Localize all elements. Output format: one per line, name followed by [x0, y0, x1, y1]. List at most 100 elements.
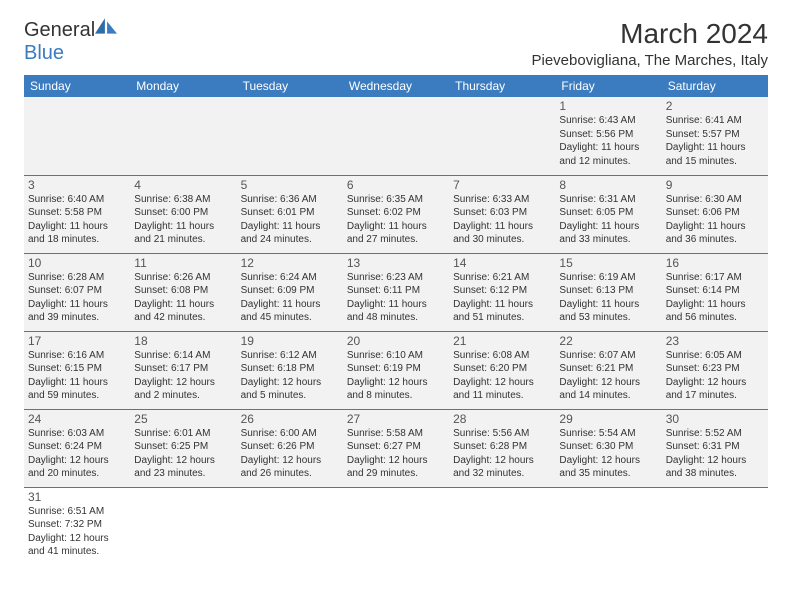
day-cell: 1Sunrise: 6:43 AMSunset: 5:56 PMDaylight…	[555, 97, 661, 175]
day-number: 9	[666, 178, 764, 192]
day-cell: 9Sunrise: 6:30 AMSunset: 6:06 PMDaylight…	[662, 175, 768, 253]
day-info: Sunrise: 5:58 AMSunset: 6:27 PMDaylight:…	[347, 427, 445, 481]
day-number: 22	[559, 334, 657, 348]
empty-cell	[237, 487, 343, 565]
location: Pievebovigliana, The Marches, Italy	[531, 52, 768, 69]
day-number: 10	[28, 256, 126, 270]
day-number: 6	[347, 178, 445, 192]
day-info: Sunrise: 6:07 AMSunset: 6:21 PMDaylight:…	[559, 349, 657, 403]
day-cell: 5Sunrise: 6:36 AMSunset: 6:01 PMDaylight…	[237, 175, 343, 253]
logo-sail-icon	[95, 18, 117, 36]
day-info: Sunrise: 5:56 AMSunset: 6:28 PMDaylight:…	[453, 427, 551, 481]
calendar-row: 17Sunrise: 6:16 AMSunset: 6:15 PMDayligh…	[24, 331, 768, 409]
day-info: Sunrise: 6:01 AMSunset: 6:25 PMDaylight:…	[134, 427, 232, 481]
day-info: Sunrise: 6:12 AMSunset: 6:18 PMDaylight:…	[241, 349, 339, 403]
day-cell: 20Sunrise: 6:10 AMSunset: 6:19 PMDayligh…	[343, 331, 449, 409]
title-block: March 2024 Pievebovigliana, The Marches,…	[531, 18, 768, 69]
day-info: Sunrise: 6:35 AMSunset: 6:02 PMDaylight:…	[347, 193, 445, 247]
day-info: Sunrise: 6:33 AMSunset: 6:03 PMDaylight:…	[453, 193, 551, 247]
weekday-header: Friday	[555, 75, 661, 97]
day-number: 14	[453, 256, 551, 270]
day-info: Sunrise: 6:40 AMSunset: 5:58 PMDaylight:…	[28, 193, 126, 247]
day-info: Sunrise: 6:17 AMSunset: 6:14 PMDaylight:…	[666, 271, 764, 325]
day-number: 28	[453, 412, 551, 426]
day-cell: 10Sunrise: 6:28 AMSunset: 6:07 PMDayligh…	[24, 253, 130, 331]
day-info: Sunrise: 6:28 AMSunset: 6:07 PMDaylight:…	[28, 271, 126, 325]
empty-cell	[343, 487, 449, 565]
day-info: Sunrise: 6:24 AMSunset: 6:09 PMDaylight:…	[241, 271, 339, 325]
day-info: Sunrise: 6:14 AMSunset: 6:17 PMDaylight:…	[134, 349, 232, 403]
day-number: 7	[453, 178, 551, 192]
logo-text-blue: Blue	[24, 42, 64, 64]
calendar-row: 3Sunrise: 6:40 AMSunset: 5:58 PMDaylight…	[24, 175, 768, 253]
day-cell: 28Sunrise: 5:56 AMSunset: 6:28 PMDayligh…	[449, 409, 555, 487]
day-cell: 26Sunrise: 6:00 AMSunset: 6:26 PMDayligh…	[237, 409, 343, 487]
empty-cell	[662, 487, 768, 565]
day-info: Sunrise: 6:21 AMSunset: 6:12 PMDaylight:…	[453, 271, 551, 325]
day-cell: 24Sunrise: 6:03 AMSunset: 6:24 PMDayligh…	[24, 409, 130, 487]
day-info: Sunrise: 6:43 AMSunset: 5:56 PMDaylight:…	[559, 114, 657, 168]
day-cell: 7Sunrise: 6:33 AMSunset: 6:03 PMDaylight…	[449, 175, 555, 253]
calendar-row: 10Sunrise: 6:28 AMSunset: 6:07 PMDayligh…	[24, 253, 768, 331]
day-number: 24	[28, 412, 126, 426]
weekday-header: Saturday	[662, 75, 768, 97]
day-info: Sunrise: 6:26 AMSunset: 6:08 PMDaylight:…	[134, 271, 232, 325]
day-cell: 14Sunrise: 6:21 AMSunset: 6:12 PMDayligh…	[449, 253, 555, 331]
day-info: Sunrise: 6:36 AMSunset: 6:01 PMDaylight:…	[241, 193, 339, 247]
calendar-table: SundayMondayTuesdayWednesdayThursdayFrid…	[24, 75, 768, 565]
weekday-header: Thursday	[449, 75, 555, 97]
day-number: 8	[559, 178, 657, 192]
calendar-row: 24Sunrise: 6:03 AMSunset: 6:24 PMDayligh…	[24, 409, 768, 487]
day-number: 20	[347, 334, 445, 348]
day-info: Sunrise: 6:00 AMSunset: 6:26 PMDaylight:…	[241, 427, 339, 481]
day-number: 17	[28, 334, 126, 348]
day-info: Sunrise: 6:51 AMSunset: 7:32 PMDaylight:…	[28, 505, 126, 559]
day-number: 29	[559, 412, 657, 426]
day-number: 25	[134, 412, 232, 426]
day-number: 2	[666, 99, 764, 113]
day-info: Sunrise: 6:16 AMSunset: 6:15 PMDaylight:…	[28, 349, 126, 403]
weekday-header: Wednesday	[343, 75, 449, 97]
day-info: Sunrise: 5:52 AMSunset: 6:31 PMDaylight:…	[666, 427, 764, 481]
day-cell: 17Sunrise: 6:16 AMSunset: 6:15 PMDayligh…	[24, 331, 130, 409]
weekday-row: SundayMondayTuesdayWednesdayThursdayFrid…	[24, 75, 768, 97]
day-info: Sunrise: 6:19 AMSunset: 6:13 PMDaylight:…	[559, 271, 657, 325]
day-info: Sunrise: 6:30 AMSunset: 6:06 PMDaylight:…	[666, 193, 764, 247]
day-number: 23	[666, 334, 764, 348]
day-cell: 16Sunrise: 6:17 AMSunset: 6:14 PMDayligh…	[662, 253, 768, 331]
day-number: 19	[241, 334, 339, 348]
day-number: 26	[241, 412, 339, 426]
day-number: 11	[134, 256, 232, 270]
day-info: Sunrise: 6:38 AMSunset: 6:00 PMDaylight:…	[134, 193, 232, 247]
day-number: 13	[347, 256, 445, 270]
day-cell: 22Sunrise: 6:07 AMSunset: 6:21 PMDayligh…	[555, 331, 661, 409]
calendar-row: 1Sunrise: 6:43 AMSunset: 5:56 PMDaylight…	[24, 97, 768, 175]
month-title: March 2024	[531, 18, 768, 50]
day-cell: 13Sunrise: 6:23 AMSunset: 6:11 PMDayligh…	[343, 253, 449, 331]
day-cell: 8Sunrise: 6:31 AMSunset: 6:05 PMDaylight…	[555, 175, 661, 253]
empty-cell	[130, 487, 236, 565]
empty-cell	[343, 97, 449, 175]
day-cell: 31Sunrise: 6:51 AMSunset: 7:32 PMDayligh…	[24, 487, 130, 565]
day-cell: 15Sunrise: 6:19 AMSunset: 6:13 PMDayligh…	[555, 253, 661, 331]
day-cell: 12Sunrise: 6:24 AMSunset: 6:09 PMDayligh…	[237, 253, 343, 331]
day-cell: 30Sunrise: 5:52 AMSunset: 6:31 PMDayligh…	[662, 409, 768, 487]
day-number: 15	[559, 256, 657, 270]
day-cell: 3Sunrise: 6:40 AMSunset: 5:58 PMDaylight…	[24, 175, 130, 253]
calendar-body: 1Sunrise: 6:43 AMSunset: 5:56 PMDaylight…	[24, 97, 768, 565]
day-number: 5	[241, 178, 339, 192]
day-info: Sunrise: 6:08 AMSunset: 6:20 PMDaylight:…	[453, 349, 551, 403]
day-number: 30	[666, 412, 764, 426]
day-info: Sunrise: 6:10 AMSunset: 6:19 PMDaylight:…	[347, 349, 445, 403]
day-number: 4	[134, 178, 232, 192]
day-number: 21	[453, 334, 551, 348]
day-cell: 21Sunrise: 6:08 AMSunset: 6:20 PMDayligh…	[449, 331, 555, 409]
day-number: 1	[559, 99, 657, 113]
day-cell: 6Sunrise: 6:35 AMSunset: 6:02 PMDaylight…	[343, 175, 449, 253]
header: GeneralBlue March 2024 Pievebovigliana, …	[24, 18, 768, 69]
day-number: 27	[347, 412, 445, 426]
empty-cell	[24, 97, 130, 175]
day-cell: 27Sunrise: 5:58 AMSunset: 6:27 PMDayligh…	[343, 409, 449, 487]
day-info: Sunrise: 6:41 AMSunset: 5:57 PMDaylight:…	[666, 114, 764, 168]
empty-cell	[449, 487, 555, 565]
